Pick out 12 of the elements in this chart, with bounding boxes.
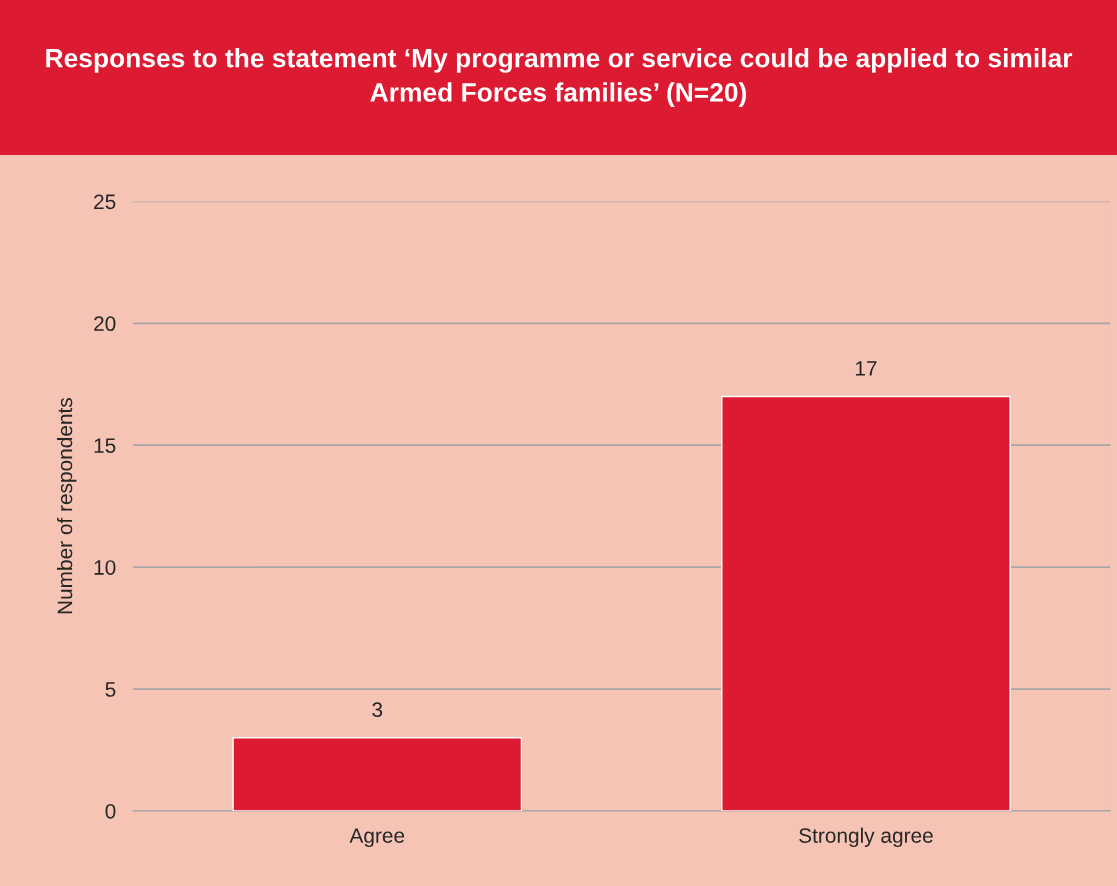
data-label: 3 (372, 702, 383, 718)
chart-title: Responses to the statement ‘My programme or service could be applied to similar Armed Forces families’ (N=20) (46, 48, 1073, 107)
y-tick-label: 5 (105, 682, 116, 697)
x-tick-label: Strongly agree (799, 827, 933, 848)
y-tick-label: 15 (94, 438, 116, 453)
x-tick-label: Agree (349, 828, 405, 848)
data-label: 17 (855, 361, 877, 376)
y-axis-title: Number of respondents (57, 398, 77, 614)
y-tick-label: 25 (94, 194, 116, 210)
y-tick-label: 0 (105, 803, 116, 819)
y-tick-label: 20 (94, 316, 116, 332)
y-tick-label: 10 (94, 560, 116, 575)
